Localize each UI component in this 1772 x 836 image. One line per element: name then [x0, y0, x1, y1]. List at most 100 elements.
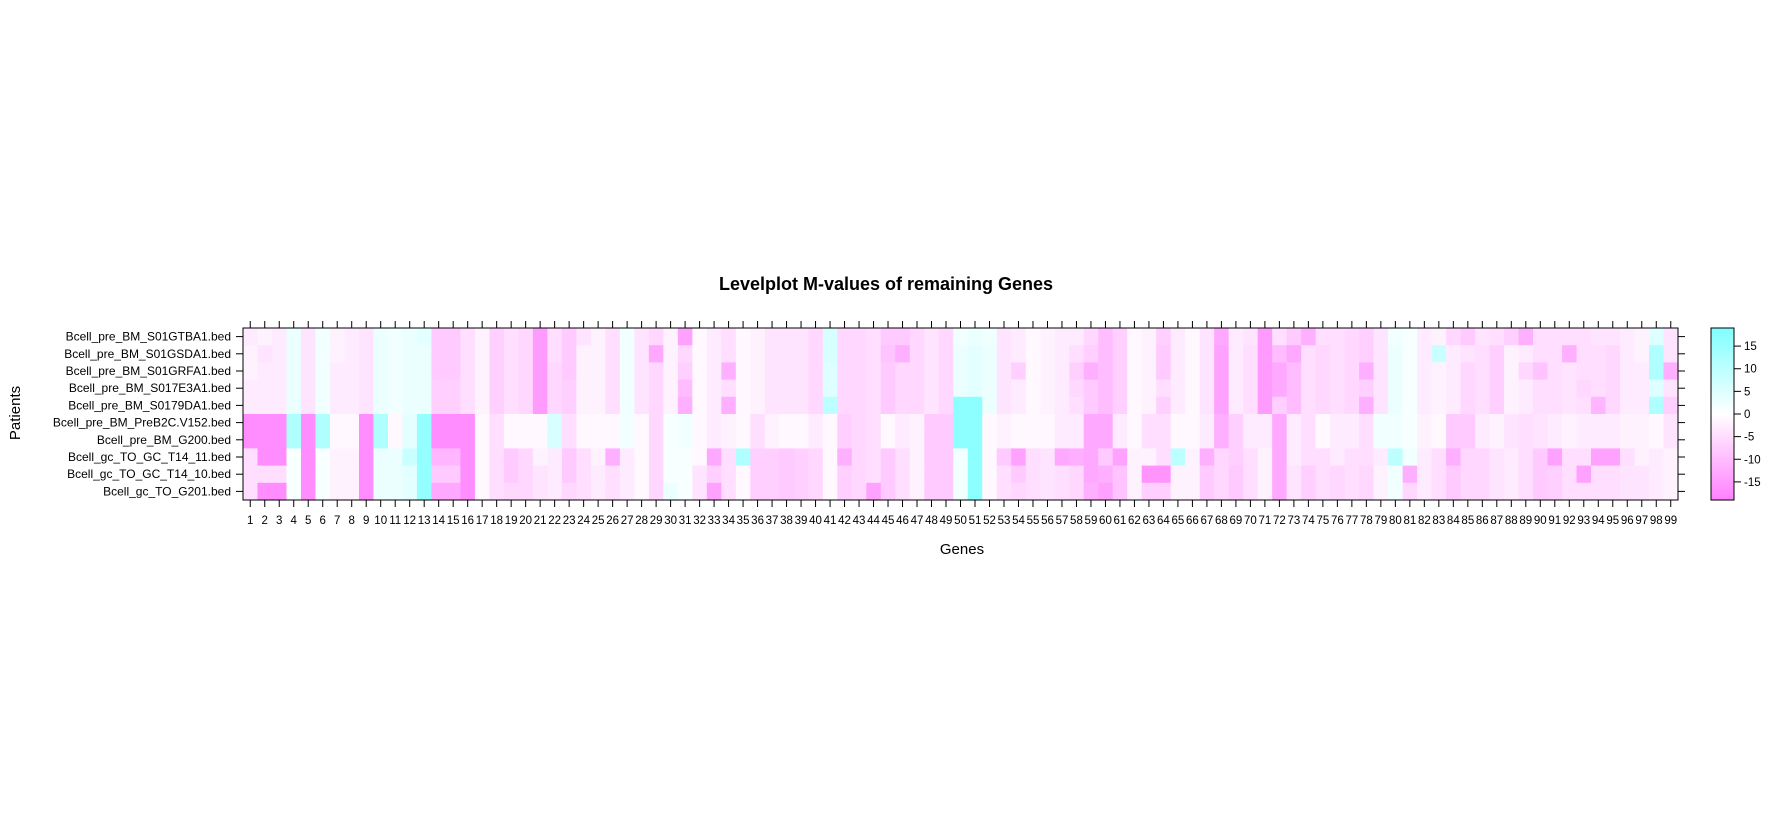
heatmap-cell [822, 431, 838, 449]
heatmap-cell [474, 414, 491, 432]
heatmap-cell [1199, 448, 1215, 467]
x-tick-label: 20 [519, 515, 532, 527]
heatmap-cell [1591, 482, 1607, 501]
heatmap-cell [590, 482, 606, 501]
heatmap-cell [967, 396, 983, 415]
colorbar-tick-label: 15 [1744, 341, 1757, 353]
heatmap-cell [1489, 328, 1505, 346]
x-tick-label: 60 [1099, 515, 1112, 527]
heatmap-cell [1156, 465, 1172, 484]
colorbar-segment [1711, 439, 1734, 444]
heatmap-cell [1388, 431, 1404, 449]
heatmap-cell [474, 379, 491, 398]
heatmap-cell [532, 362, 548, 381]
heatmap-cell [692, 465, 708, 484]
colorbar-segment [1711, 434, 1734, 438]
heatmap-cell [996, 414, 1012, 432]
heatmap-cell [1605, 328, 1621, 346]
heatmap-cell [1040, 362, 1056, 381]
heatmap-cell [402, 345, 418, 363]
heatmap-cell [706, 396, 722, 415]
heatmap-cell [1373, 414, 1389, 432]
heatmap-cell [808, 362, 824, 381]
heatmap-cell [938, 465, 954, 484]
heatmap-cell [1373, 396, 1389, 415]
heatmap-cell [300, 379, 317, 398]
heatmap-cell [822, 465, 838, 484]
heatmap-cell [416, 396, 433, 415]
heatmap-cell [634, 431, 650, 449]
heatmap-cell [1214, 431, 1230, 449]
heatmap-cell [532, 396, 548, 415]
heatmap-cell [1562, 362, 1578, 381]
heatmap-cell [1344, 465, 1360, 484]
heatmap-cell [518, 379, 534, 398]
heatmap-cell [735, 328, 751, 346]
heatmap-cell [300, 362, 317, 381]
heatmap-cell [474, 396, 491, 415]
heatmap-cell [1185, 362, 1201, 381]
colorbar-segment [1711, 385, 1734, 389]
heatmap-cell [474, 465, 491, 484]
heatmap-cell [358, 362, 375, 381]
x-tick-label: 87 [1490, 515, 1503, 527]
heatmap-cell [634, 482, 650, 501]
heatmap-cell [460, 379, 476, 398]
colorbar-segment [1711, 474, 1734, 478]
heatmap-cell [344, 414, 360, 432]
heatmap-cell [1301, 396, 1317, 415]
heatmap-cell [460, 345, 476, 363]
heatmap-cell [344, 396, 360, 415]
heatmap-cell [1011, 448, 1027, 467]
heatmap-cell [1344, 431, 1360, 449]
x-tick-label: 51 [969, 515, 982, 527]
heatmap-cell [982, 431, 998, 449]
heatmap-cell [1649, 345, 1665, 363]
heatmap-cell [1040, 482, 1056, 501]
heatmap-cell [1417, 482, 1433, 501]
x-tick-label: 28 [635, 515, 648, 527]
heatmap-cell [358, 482, 375, 501]
heatmap-cell [1156, 431, 1172, 449]
heatmap-cell [706, 465, 722, 484]
heatmap-cell [634, 362, 650, 381]
heatmap-cell [1025, 379, 1041, 398]
heatmap-cell [590, 345, 606, 363]
heatmap-cell [1504, 379, 1520, 398]
heatmap-cell [329, 396, 346, 415]
heatmap-cell [677, 448, 693, 467]
heatmap-cell [576, 414, 592, 432]
heatmap-cell [938, 396, 954, 415]
heatmap-cell [735, 465, 751, 484]
heatmap-cell [1649, 465, 1665, 484]
heatmap-cell [866, 328, 882, 346]
x-tick-label: 72 [1273, 515, 1286, 527]
heatmap-cell [953, 328, 969, 346]
x-tick-label: 21 [534, 515, 547, 527]
heatmap-cell [837, 345, 853, 363]
colorbar-segment [1711, 353, 1734, 358]
heatmap-cell [1475, 482, 1491, 501]
heatmap-cell [924, 379, 940, 398]
heatmap-cell [271, 414, 288, 432]
heatmap-cell [431, 362, 447, 381]
heatmap-cell [1083, 482, 1099, 501]
heatmap-cell [1083, 362, 1099, 381]
heatmap-cell [1315, 465, 1331, 484]
heatmap-cell [1605, 465, 1621, 484]
heatmap-cell [315, 448, 331, 467]
heatmap-cell [1504, 465, 1520, 484]
colorbar-segment [1711, 448, 1734, 452]
heatmap-cell [837, 362, 853, 381]
heatmap-cell [924, 345, 940, 363]
x-tick-label: 79 [1374, 515, 1387, 527]
heatmap-cell [329, 345, 346, 363]
heatmap-cell [692, 448, 708, 467]
x-tick-label: 99 [1664, 515, 1677, 527]
x-tick-label: 69 [1230, 515, 1243, 527]
heatmap-cell [779, 362, 795, 381]
heatmap-cell [1605, 414, 1621, 432]
heatmap-cell [605, 414, 621, 432]
heatmap-cell [793, 362, 809, 381]
x-tick-label: 70 [1244, 515, 1257, 527]
